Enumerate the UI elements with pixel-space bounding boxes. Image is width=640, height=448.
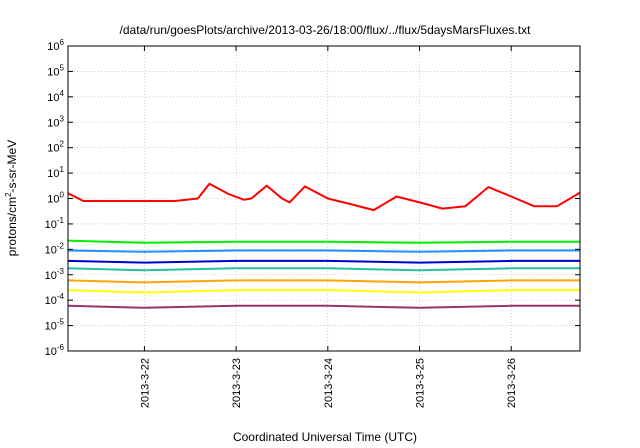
x-tick-label: 2013-3-25 <box>415 358 427 408</box>
y-tick-label: 10-4 <box>45 292 65 307</box>
x-axis: 2013-3-22 2013-3-23 2013-3-24 2013-3-25 2013… <box>139 46 518 408</box>
series-line <box>67 249 580 253</box>
series-line <box>67 289 580 294</box>
y-tick-label: 104 <box>47 89 64 104</box>
series-line <box>67 267 580 272</box>
y-axis: 10-6 10-5 10-4 10-3 10-2 10-1 100 101 102 103 104 1… <box>45 38 580 358</box>
y-tick-label: 102 <box>47 140 64 155</box>
series-line <box>67 259 580 264</box>
y-tick-label: 100 <box>47 191 64 206</box>
y-axis-title: protons/cm2-s-sr-MeV <box>4 140 19 256</box>
x-tick-label: 2013-3-24 <box>323 358 335 408</box>
x-tick-label: 2013-3-22 <box>139 358 151 408</box>
y-axis-title-sup: 2 <box>4 192 13 197</box>
y-axis-title-rest: -s-sr-MeV <box>5 140 19 193</box>
grid <box>68 46 580 351</box>
y-tick-label: 10-2 <box>45 241 65 256</box>
y-tick-label: 10-6 <box>45 343 65 358</box>
y-axis-title-base: protons/cm <box>5 197 19 256</box>
x-tick-label: 2013-3-23 <box>231 358 243 408</box>
chart-title: /data/run/goesPlots/archive/2013-03-26/1… <box>120 23 532 37</box>
y-tick-label: 106 <box>47 38 64 53</box>
y-tick-label: 10-3 <box>45 267 65 282</box>
series-line <box>67 304 580 309</box>
y-tick-label: 103 <box>47 114 64 129</box>
x-tick-label: 2013-3-26 <box>506 358 518 408</box>
series-line <box>67 182 581 212</box>
series-line <box>67 239 580 244</box>
series-layer <box>67 182 581 309</box>
y-tick-label: 10-5 <box>45 318 65 333</box>
y-tick-label: 105 <box>47 63 64 78</box>
y-tick-label: 101 <box>47 165 64 180</box>
series-line <box>67 279 580 284</box>
y-tick-label: 10-1 <box>45 216 65 231</box>
x-axis-title: Coordinated Universal Time (UTC) <box>233 430 417 444</box>
